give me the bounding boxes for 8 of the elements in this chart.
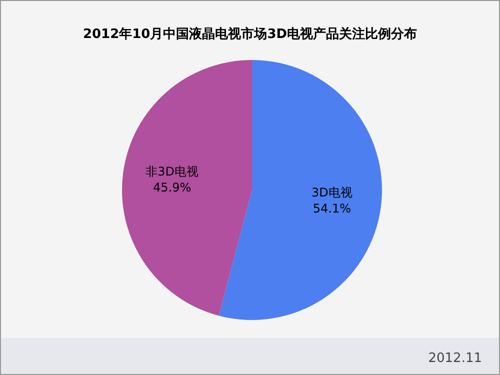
data-label: 54.1% <box>312 201 351 216</box>
chart-title: 2012年10月中国液晶电视市场3D电视产品关注比例分布 <box>82 26 418 42</box>
data-label: 45.9% <box>153 180 192 195</box>
text: 2012.11 <box>428 351 482 366</box>
slice-label: 非3D电视 <box>146 164 199 179</box>
slice-label: 3D电视 <box>311 185 352 200</box>
pie-slice <box>122 60 252 316</box>
pie-slice <box>218 60 382 320</box>
